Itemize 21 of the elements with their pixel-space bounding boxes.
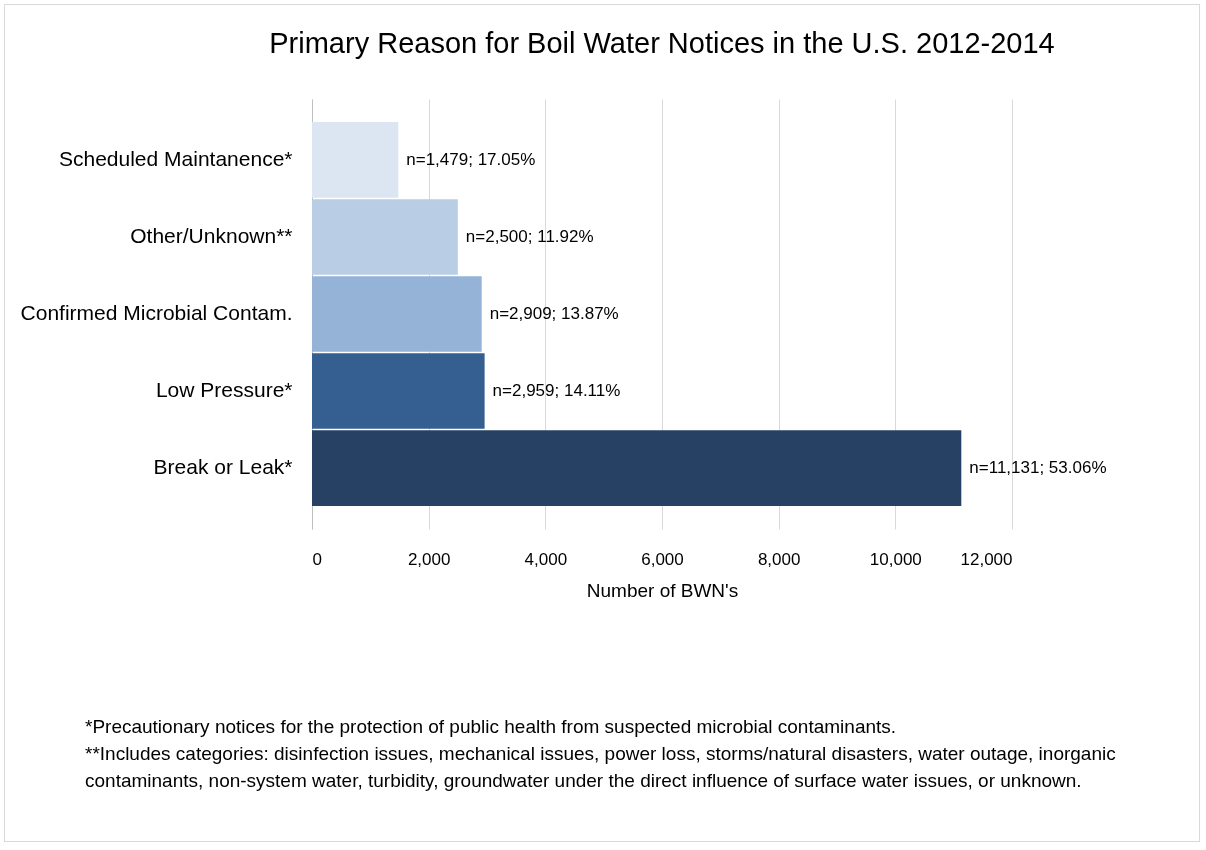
data-label: n=2,909; 13.87% xyxy=(489,304,619,323)
x-tick-label: 6,000 xyxy=(641,549,684,569)
data-label: n=11,131; 53.06% xyxy=(969,458,1107,478)
y-tick-label: Confirmed Microbial Contam. xyxy=(20,301,293,324)
data-label: n=2,500; 11.92% xyxy=(465,226,594,246)
data-label: n=2,959; 14.11% xyxy=(492,381,621,401)
x-tick-label: 2,000 xyxy=(407,549,451,569)
y-tick-label: Low Pressure* xyxy=(155,378,293,402)
x-tick-label: 0 xyxy=(312,549,322,569)
data-label: n=1,479; 17.05% xyxy=(406,149,536,169)
y-tick-label: Scheduled Maintanence* xyxy=(58,146,293,170)
chart-title: Primary Reason for Boil Water Notices in the U.S. 2012-2014 xyxy=(269,27,1055,59)
y-tick-label: Other/Unknown** xyxy=(130,223,293,247)
x-axis-title: Number of BWN's xyxy=(586,579,739,601)
y-tick-label: Break or Leak* xyxy=(153,455,293,479)
x-tick-label: 8,000 xyxy=(757,549,801,569)
x-tick-label: 12,000 xyxy=(960,549,1013,569)
text: **Includes categories: disinfection issues, mechanical issues, power loss, storms/natural disasters, water outage, inorganic contaminants, non-system water, turbidity, groundwater under the direct influence of surface water issues, or unknown. xyxy=(85,742,1117,793)
x-tick-label: 4,000 xyxy=(524,549,568,569)
text: *Precautionary notices for the protection of public health from suspected microbial contaminants. xyxy=(85,715,898,739)
x-tick-label: 10,000 xyxy=(869,549,922,569)
